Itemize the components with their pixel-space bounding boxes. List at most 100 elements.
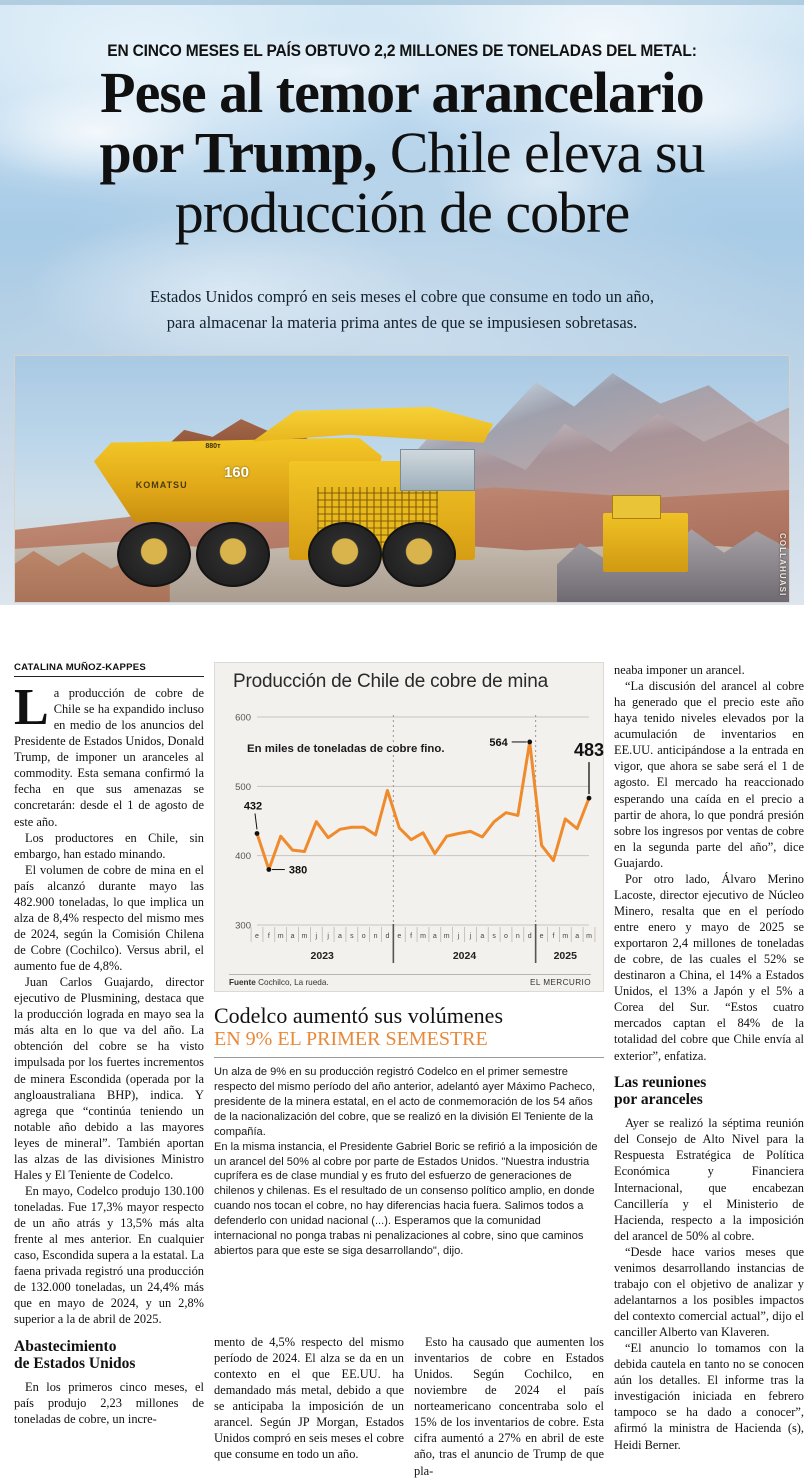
truck-wheel xyxy=(307,522,382,588)
standfirst-line-1: Estados Unidos compró en seis meses el c… xyxy=(149,287,655,306)
svg-text:j: j xyxy=(457,933,460,940)
svg-text:j: j xyxy=(469,933,472,940)
continuation-columns: mento de 4,5% respecto del mismo período… xyxy=(214,1334,604,1479)
paragraph: Los productores en Chile, sin embargo, h… xyxy=(14,830,204,861)
svg-text:e: e xyxy=(397,933,401,940)
svg-text:j: j xyxy=(315,933,318,940)
standfirst: Estados Unidos compró en seis meses el c… xyxy=(80,284,724,335)
svg-text:2024: 2024 xyxy=(453,950,477,962)
svg-text:j: j xyxy=(326,933,329,940)
paragraph: En los primeros cinco meses, el país pro… xyxy=(14,1380,204,1427)
svg-text:n: n xyxy=(516,933,520,940)
paragraph: En mayo, Codelco produjo 130.100 tonelad… xyxy=(14,1183,204,1327)
paragraph: En la misma instancia, el Presidente Gab… xyxy=(214,1140,598,1257)
svg-text:m: m xyxy=(278,933,284,940)
codelco-headline-top: Codelco aumentó sus volúmenes xyxy=(214,1003,504,1028)
secondary-mining-vehicle xyxy=(603,494,689,573)
svg-text:564: 564 xyxy=(489,737,508,749)
divider xyxy=(214,1057,604,1059)
paragraph: Por otro lado, Álvaro Merino Lacoste, di… xyxy=(614,871,804,1063)
paragraph: “Desde hace varios meses que venimos des… xyxy=(614,1244,804,1340)
svg-text:d: d xyxy=(385,933,389,940)
continuation-column-right: Esto ha causado que aumenten los inventa… xyxy=(414,1334,604,1479)
byline: CATALINA MUÑOZ-KAPPES xyxy=(14,662,204,677)
paragraph: Un alza de 9% en su producción registró … xyxy=(214,1066,596,1138)
paragraph: Juan Carlos Guajardo, director ejecutivo… xyxy=(14,975,204,1182)
svg-text:n: n xyxy=(374,933,378,940)
truck-model-label: 880т xyxy=(205,443,221,451)
page-title: Pese al temor arancelario por Trump, Chi… xyxy=(28,64,776,242)
headline-line-2-light: Chile eleva su xyxy=(376,120,706,185)
truck-number-label: 160 xyxy=(223,464,249,482)
truck-wheel xyxy=(381,522,457,588)
truck-brand-label: KOMATSU xyxy=(135,479,188,490)
kicker: EN CINCO MESES EL PAÍS OBTUVO 2,2 MILLON… xyxy=(107,42,697,60)
svg-text:600: 600 xyxy=(235,713,251,724)
chart-source-value: Cochilco, La rueda. xyxy=(258,978,329,987)
svg-text:m: m xyxy=(302,933,308,940)
svg-text:f: f xyxy=(268,933,270,940)
svg-text:e: e xyxy=(255,933,259,940)
codelco-secondary-story: Codelco aumentó sus volúmenes EN 9% EL P… xyxy=(214,1004,604,1259)
column-left: CATALINA MUÑOZ-KAPPES La producción de c… xyxy=(14,662,204,1427)
paragraph: Esto ha causado que aumenten los inventa… xyxy=(414,1335,604,1478)
article-body: CATALINA MUÑOZ-KAPPES La producción de c… xyxy=(14,662,804,1478)
svg-text:400: 400 xyxy=(235,851,251,862)
svg-text:2023: 2023 xyxy=(311,950,335,962)
svg-text:483: 483 xyxy=(574,740,604,760)
paragraph: “La discusión del arancel al cobre ha ge… xyxy=(614,679,804,870)
svg-text:m: m xyxy=(420,933,426,940)
chart-source-label: Fuente xyxy=(229,978,256,987)
chart-source: Fuente Cochilco, La rueda. xyxy=(229,978,329,987)
svg-text:m: m xyxy=(562,933,568,940)
paragraph: El volumen de cobre de mina en el país a… xyxy=(14,862,204,974)
headline-line-2: por Trump, Chile eleva su xyxy=(28,124,776,182)
chart-footer: Fuente Cochilco, La rueda. EL MERCURIO xyxy=(229,974,591,987)
svg-text:m: m xyxy=(444,933,450,940)
svg-text:432: 432 xyxy=(244,800,262,812)
top-rule xyxy=(0,0,804,5)
codelco-headline-bottom: EN 9% EL PRIMER SEMESTRE xyxy=(214,1027,488,1050)
continuation-column-left: mento de 4,5% respecto del mismo período… xyxy=(214,1334,404,1479)
column-right: neaba imponer un arancel. “La discusión … xyxy=(614,662,804,1453)
svg-text:300: 300 xyxy=(235,921,251,932)
svg-text:a: a xyxy=(575,933,579,940)
svg-text:e: e xyxy=(540,933,544,940)
paragraph: neaba imponer un arancel. xyxy=(614,663,745,677)
svg-text:f: f xyxy=(552,933,554,940)
truck-cab xyxy=(400,449,475,492)
svg-text:500: 500 xyxy=(235,782,251,793)
chart-title: Producción de Chile de cobre de mina xyxy=(233,671,548,692)
svg-text:o: o xyxy=(504,933,508,940)
paragraph: “El anuncio lo tomamos con la debida cau… xyxy=(614,1341,804,1452)
truck-wheel xyxy=(117,522,192,588)
headline-line-1: Pese al temor arancelario xyxy=(100,60,705,125)
svg-text:a: a xyxy=(338,933,342,940)
headline-line-3: producción de cobre xyxy=(174,180,630,245)
svg-text:f: f xyxy=(410,933,412,940)
svg-text:a: a xyxy=(291,933,295,940)
svg-text:s: s xyxy=(350,933,354,940)
chart-subtitle: En miles de toneladas de cobre fino. xyxy=(247,743,445,755)
paragraph: La producción de cobre de Chile se ha ex… xyxy=(14,679,204,829)
standfirst-line-2: para almacenar la materia prima antes de… xyxy=(166,312,638,332)
svg-text:2025: 2025 xyxy=(554,950,578,962)
paragraph: mento de 4,5% respecto del mismo período… xyxy=(214,1335,404,1462)
svg-text:s: s xyxy=(492,933,496,940)
svg-text:a: a xyxy=(433,933,437,940)
hero-photo: KOMATSU 880т 160 COLLAHUASI xyxy=(14,355,790,603)
svg-text:m: m xyxy=(586,933,592,940)
headline-line-2-bold: por Trump, xyxy=(99,120,378,185)
production-chart: Producción de Chile de cobre de mina En … xyxy=(214,662,604,992)
truck-wheel xyxy=(196,522,271,588)
hero-section: EN CINCO MESES EL PAÍS OBTUVO 2,2 MILLON… xyxy=(0,0,804,605)
svg-text:d: d xyxy=(528,933,532,940)
section-subhead-meetings: Las reuniones por aranceles xyxy=(614,1073,707,1108)
section-subhead-supply: Abastecimiento de Estados Unidos xyxy=(14,1337,136,1372)
paragraph: Ayer se realizó la séptima reunión del C… xyxy=(614,1116,804,1243)
svg-text:a: a xyxy=(480,933,484,940)
mining-haul-truck: KOMATSU 880т 160 xyxy=(85,395,549,588)
chart-credit: EL MERCURIO xyxy=(530,978,591,987)
svg-text:o: o xyxy=(362,933,366,940)
